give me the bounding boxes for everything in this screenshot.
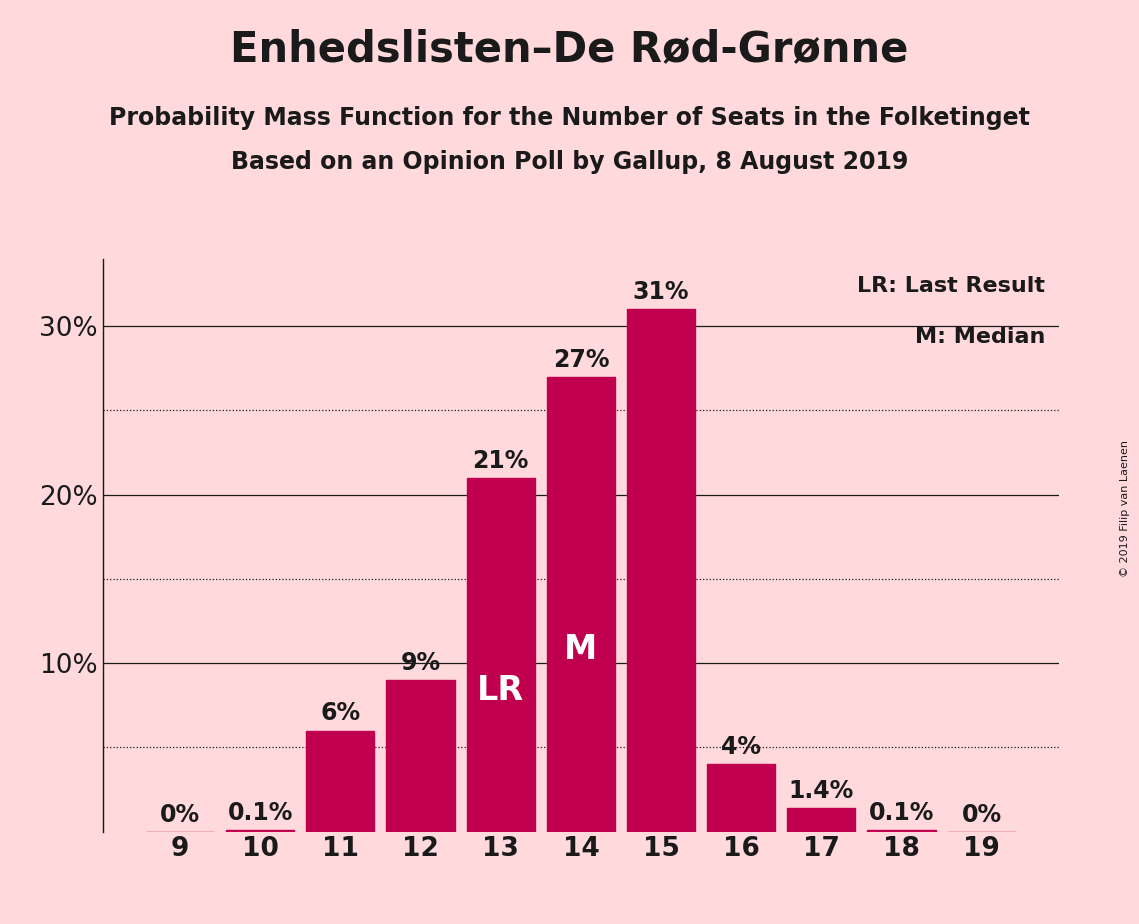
- Text: 0.1%: 0.1%: [869, 801, 934, 825]
- Text: M: Median: M: Median: [915, 327, 1044, 347]
- Text: Enhedslisten–De Rød-Grønne: Enhedslisten–De Rød-Grønne: [230, 28, 909, 69]
- Bar: [386, 680, 454, 832]
- Text: © 2019 Filip van Laenen: © 2019 Filip van Laenen: [1121, 440, 1130, 577]
- Bar: [306, 731, 375, 832]
- Text: 1.4%: 1.4%: [789, 779, 854, 803]
- Text: 21%: 21%: [473, 449, 528, 473]
- Text: 27%: 27%: [552, 347, 609, 371]
- Bar: [868, 830, 935, 832]
- Bar: [707, 764, 776, 832]
- Text: Based on an Opinion Poll by Gallup, 8 August 2019: Based on an Opinion Poll by Gallup, 8 Au…: [231, 150, 908, 174]
- Text: 0%: 0%: [961, 803, 1002, 827]
- Text: 0%: 0%: [159, 803, 200, 827]
- Text: 6%: 6%: [320, 701, 360, 725]
- Bar: [227, 830, 294, 832]
- Text: 0.1%: 0.1%: [228, 801, 293, 825]
- Text: 31%: 31%: [633, 280, 689, 304]
- Bar: [626, 310, 695, 832]
- Bar: [787, 808, 855, 832]
- Text: M: M: [564, 633, 598, 666]
- Text: 9%: 9%: [401, 650, 441, 675]
- Text: 4%: 4%: [721, 736, 761, 760]
- Bar: [467, 478, 535, 832]
- Text: LR: LR: [477, 674, 524, 707]
- Text: Probability Mass Function for the Number of Seats in the Folketinget: Probability Mass Function for the Number…: [109, 106, 1030, 130]
- Bar: [547, 377, 615, 832]
- Text: LR: Last Result: LR: Last Result: [857, 276, 1044, 296]
